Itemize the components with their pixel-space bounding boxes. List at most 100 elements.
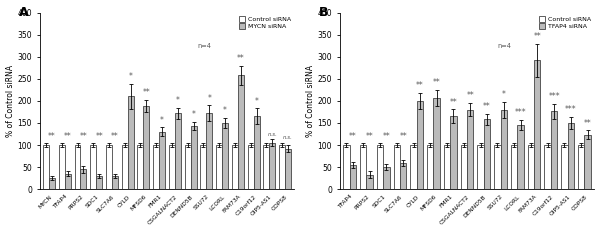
Bar — [343, 145, 350, 189]
Bar — [128, 97, 134, 189]
Bar — [467, 110, 473, 189]
Bar — [544, 145, 551, 189]
Text: **: ** — [383, 132, 390, 141]
Bar — [279, 145, 285, 189]
Text: **: ** — [143, 88, 150, 97]
Bar — [106, 145, 112, 189]
Bar — [90, 145, 96, 189]
Bar — [59, 145, 65, 189]
Bar — [122, 145, 128, 189]
Bar — [517, 125, 524, 189]
Bar — [561, 145, 568, 189]
Bar — [200, 145, 206, 189]
Bar — [578, 145, 584, 189]
Text: **: ** — [533, 32, 541, 41]
Text: **: ** — [48, 132, 56, 141]
Text: *: * — [129, 73, 133, 82]
Bar — [80, 169, 86, 189]
Bar — [350, 165, 356, 189]
Bar — [400, 163, 406, 189]
Bar — [96, 176, 102, 189]
Text: **: ** — [483, 103, 491, 112]
Y-axis label: % of Control siRNA: % of Control siRNA — [5, 65, 14, 137]
Bar — [169, 145, 175, 189]
Bar — [394, 145, 400, 189]
Bar — [584, 135, 591, 189]
Bar — [49, 178, 55, 189]
Bar — [248, 145, 254, 189]
Bar — [206, 113, 212, 189]
Text: ***: *** — [515, 108, 526, 117]
Text: **: ** — [416, 81, 424, 90]
Text: **: ** — [80, 132, 88, 141]
Bar — [484, 119, 490, 189]
Text: **: ** — [584, 119, 592, 128]
Bar — [263, 145, 269, 189]
Bar — [568, 123, 574, 189]
Y-axis label: % of Control siRNA: % of Control siRNA — [305, 65, 314, 137]
Bar — [185, 145, 191, 189]
Bar — [444, 145, 450, 189]
Bar — [222, 123, 228, 189]
Bar — [285, 149, 291, 189]
Text: ***: *** — [565, 105, 577, 114]
Bar — [528, 145, 534, 189]
Text: *: * — [502, 90, 506, 99]
Bar — [377, 145, 383, 189]
Bar — [551, 112, 557, 189]
Text: **: ** — [466, 91, 474, 100]
Text: **: ** — [95, 132, 103, 141]
Legend: Control siRNA, TFAP4 siRNA: Control siRNA, TFAP4 siRNA — [538, 16, 592, 30]
Bar — [112, 176, 118, 189]
Bar — [65, 174, 71, 189]
Text: ***: *** — [548, 92, 560, 101]
Text: **: ** — [433, 78, 440, 87]
Bar — [383, 167, 389, 189]
Bar — [232, 145, 238, 189]
Bar — [269, 143, 275, 189]
Text: **: ** — [366, 132, 373, 141]
Text: n.s.: n.s. — [283, 135, 293, 140]
Bar — [238, 75, 244, 189]
Bar — [137, 145, 143, 189]
Bar — [159, 132, 165, 189]
Text: *: * — [223, 106, 227, 115]
Bar — [511, 145, 517, 189]
Text: n=4: n=4 — [197, 43, 212, 49]
Text: **: ** — [237, 54, 245, 63]
Text: A: A — [19, 6, 29, 19]
Bar — [360, 145, 367, 189]
Text: *: * — [176, 96, 180, 105]
Bar — [427, 145, 433, 189]
Text: **: ** — [349, 132, 357, 141]
Bar — [534, 60, 541, 189]
Bar — [367, 175, 373, 189]
Bar — [500, 110, 507, 189]
Bar — [143, 106, 149, 189]
Text: *: * — [208, 94, 211, 103]
Text: *: * — [160, 116, 164, 125]
Text: B: B — [319, 6, 329, 19]
Bar — [153, 145, 159, 189]
Text: **: ** — [399, 132, 407, 141]
Text: **: ** — [64, 132, 71, 141]
Bar — [74, 145, 80, 189]
Text: n.s.: n.s. — [268, 132, 277, 137]
Bar — [417, 101, 423, 189]
Text: *: * — [191, 110, 196, 119]
Bar — [43, 145, 49, 189]
Text: **: ** — [111, 132, 119, 141]
Bar — [191, 126, 197, 189]
Bar — [461, 145, 467, 189]
Bar — [433, 98, 440, 189]
Legend: Control siRNA, MYCN siRNA: Control siRNA, MYCN siRNA — [238, 16, 292, 30]
Text: *: * — [254, 97, 259, 106]
Bar — [175, 113, 181, 189]
Bar — [410, 145, 417, 189]
Text: **: ** — [449, 98, 457, 107]
Bar — [254, 116, 260, 189]
Bar — [216, 145, 222, 189]
Bar — [450, 116, 457, 189]
Text: n=4: n=4 — [497, 43, 512, 49]
Bar — [478, 145, 484, 189]
